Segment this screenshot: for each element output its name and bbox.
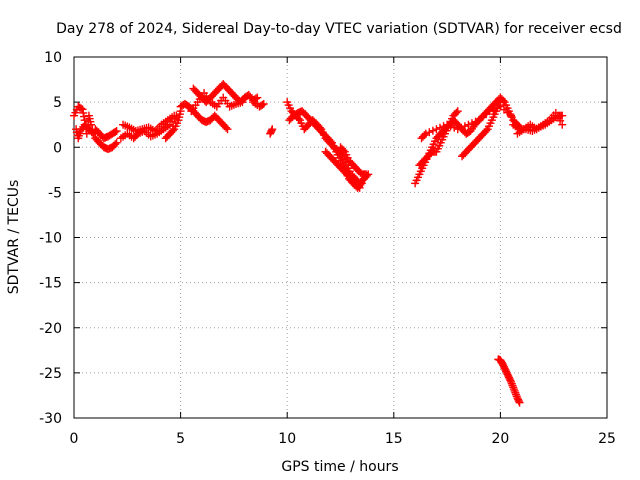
y-tick-label: 0 [53,140,62,156]
x-axis: 0 5 10 15 20 25 [70,57,616,447]
data-point [512,390,521,399]
data-point [443,120,452,129]
data-point [428,126,437,135]
data-point [509,383,518,392]
data-point [450,123,459,132]
data-point [446,122,455,131]
data-point [435,123,444,132]
data-point [362,170,371,179]
data-point [421,129,430,138]
data-point [471,117,480,126]
x-tick-label: 5 [176,431,185,447]
y-tick-label: -15 [39,276,62,292]
data-point [514,397,523,406]
data-point [452,108,461,117]
data-point [508,381,517,390]
y-tick-label: -30 [39,411,62,427]
data-point [432,125,441,134]
data-points [70,80,567,407]
data-point [464,120,473,129]
data-point [222,123,231,132]
x-tick-label: 15 [385,431,403,447]
y-tick-label: -25 [39,366,62,382]
x-tick-label: 25 [598,431,616,447]
data-point [170,111,179,120]
data-point [558,111,567,120]
plot-frame [73,56,608,419]
x-tick-label: 0 [70,431,79,447]
data-point [515,398,524,407]
data-point [112,138,121,147]
y-axis: 10 5 0 -5 -10 -15 -20 -25 -30 [39,50,607,427]
data-point [482,126,491,135]
y-tick-label: 10 [44,50,62,66]
data-point [258,100,267,109]
data-point [510,386,519,395]
data-point [511,388,520,397]
data-point [509,385,518,394]
chart-title: Day 278 of 2024, Sidereal Day-to-day VTE… [56,21,622,37]
data-point [339,146,348,155]
y-tick-label: -20 [39,321,62,337]
x-axis-label: GPS time / hours [281,459,398,475]
data-point [453,107,462,116]
data-point [507,379,516,388]
data-point [238,98,247,107]
data-point [420,131,429,140]
data-point [259,99,268,108]
data-point [168,126,177,135]
data-point [77,104,86,113]
x-tick-label: 10 [278,431,296,447]
y-tick-label: -5 [48,185,62,201]
data-point [507,377,516,386]
data-point [496,98,505,107]
data-point [467,119,476,128]
grid-lines [74,57,607,418]
data-point [111,127,120,136]
data-point [253,93,262,102]
y-axis-label: SDTVAR / TECUs [6,180,22,295]
data-point [354,182,363,191]
data-point [268,125,277,134]
data-point [78,105,87,114]
y-tick-label: 5 [53,95,62,111]
data-point [79,112,88,121]
data-point [457,123,466,132]
data-point [507,111,516,120]
data-point [112,127,121,136]
data-point [355,183,364,192]
data-point [558,120,567,129]
data-point [439,122,448,131]
data-point [326,137,335,146]
data-point [111,140,120,149]
data-point [294,114,303,123]
data-point [79,108,88,117]
x-tick-label: 20 [491,431,509,447]
data-point [425,128,434,137]
data-point [453,125,462,134]
data-point [223,125,232,134]
data-point [460,122,469,131]
y-tick-label: -10 [39,231,62,247]
data-point [267,126,276,135]
